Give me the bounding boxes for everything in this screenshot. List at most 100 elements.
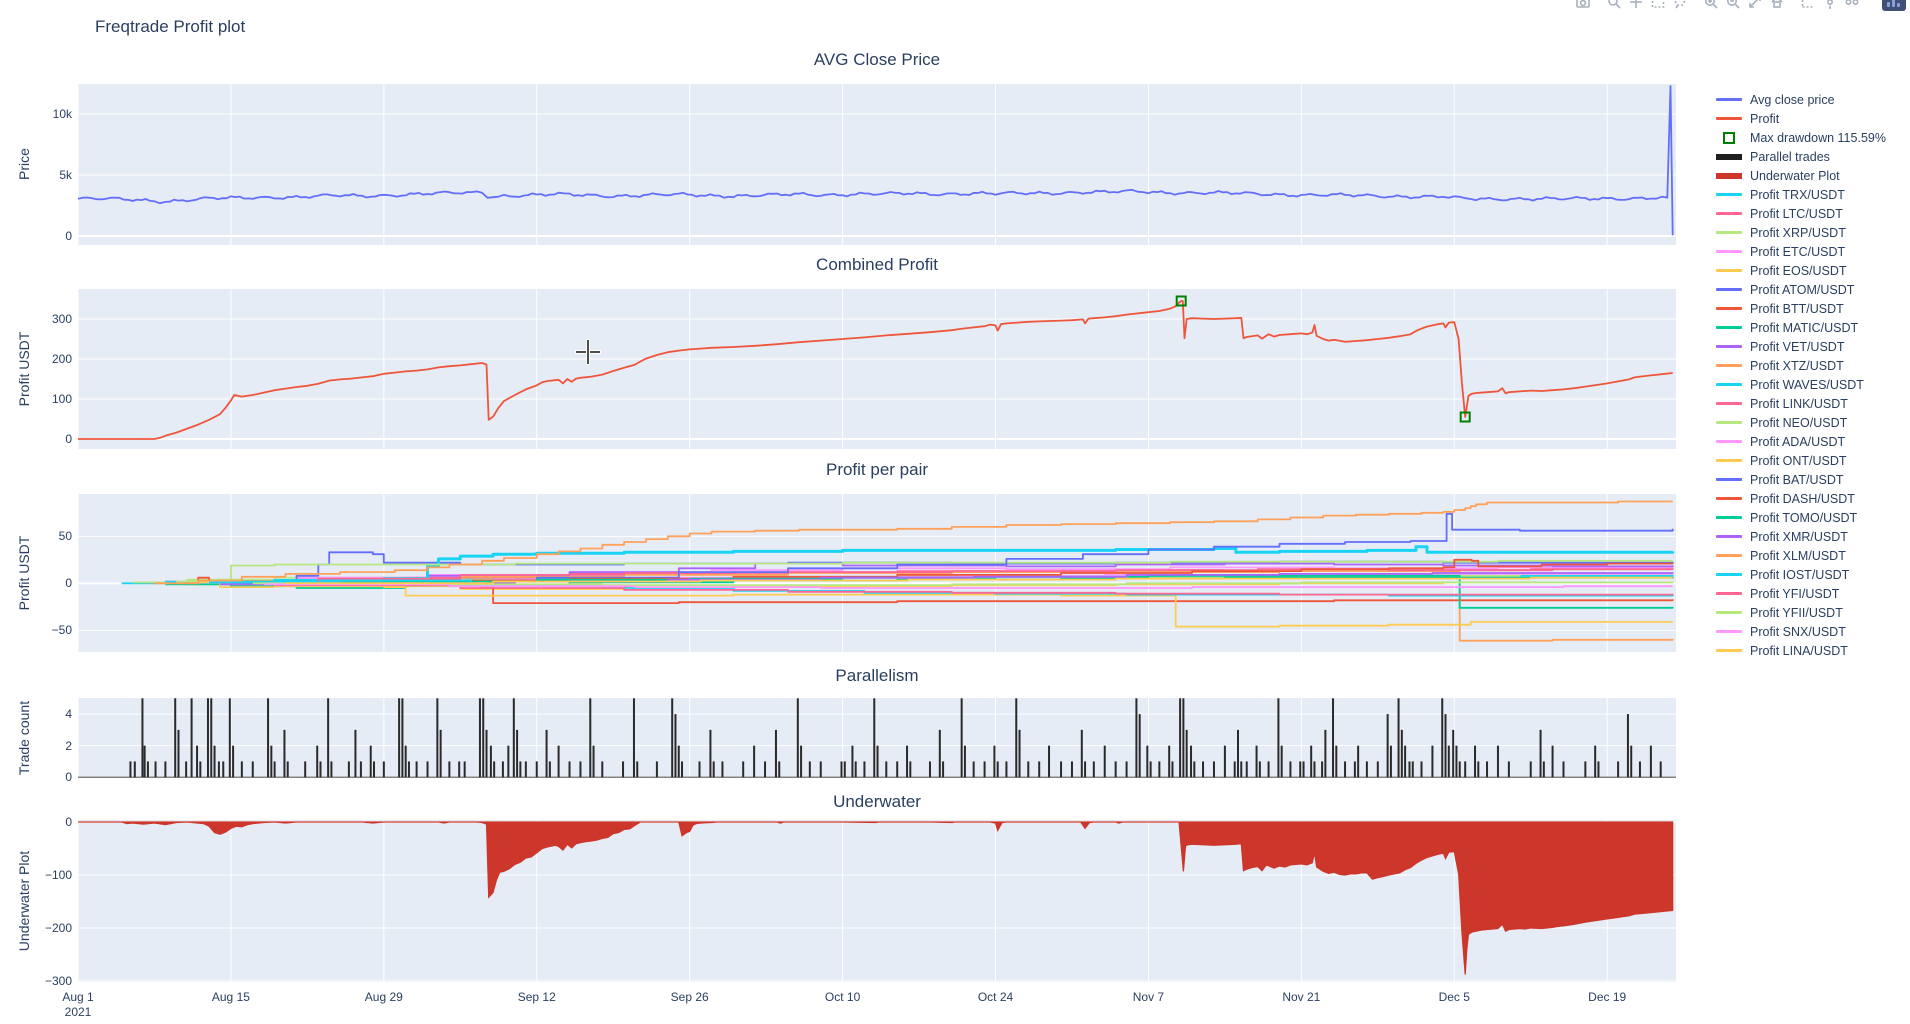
- autoscale-icon[interactable]: [1744, 0, 1766, 13]
- legend-line-icon: [1716, 440, 1742, 443]
- legend-swatch: [1716, 231, 1742, 234]
- legend-label: Profit SNX/USDT: [1750, 624, 1846, 639]
- legend-swatch: [1716, 383, 1742, 386]
- legend-label: Profit VET/USDT: [1750, 339, 1845, 354]
- legend-label: Profit LINA/USDT: [1750, 643, 1848, 658]
- legend-label: Profit WAVES/USDT: [1750, 377, 1864, 392]
- legend-label: Profit XMR/USDT: [1750, 529, 1848, 544]
- legend-label: Profit LINK/USDT: [1750, 396, 1848, 411]
- legend-line-icon: [1716, 212, 1742, 215]
- legend-line-icon: [1716, 345, 1742, 348]
- subplot-title-combined-profit: Combined Profit: [816, 255, 938, 274]
- legend-swatch: [1716, 421, 1742, 424]
- plotly-logo[interactable]: [1882, 0, 1906, 11]
- legend-item-17[interactable]: Profit NEO/USDT: [1716, 413, 1910, 432]
- legend-item-6[interactable]: Profit LTC/USDT: [1716, 204, 1910, 223]
- y-tick-label: 5k: [59, 167, 72, 182]
- x-tick-label: Oct 24: [977, 990, 1014, 1004]
- box-select-icon[interactable]: [1647, 0, 1669, 13]
- legend-item-18[interactable]: Profit ADA/USDT: [1716, 432, 1910, 451]
- zoom-in-icon[interactable]: [1700, 0, 1722, 13]
- x-tick-label: Nov 7: [1132, 990, 1165, 1004]
- legend-item-29[interactable]: Profit LINA/USDT: [1716, 641, 1910, 660]
- parallelism-canvas: [78, 698, 1676, 778]
- x-tick-label: Sep 12: [517, 990, 556, 1004]
- legend-label: Profit EOS/USDT: [1750, 263, 1847, 278]
- modebar: [1572, 0, 1906, 13]
- legend-item-20[interactable]: Profit BAT/USDT: [1716, 470, 1910, 489]
- legend-swatch: [1716, 535, 1742, 538]
- spikelines-icon[interactable]: [1797, 0, 1819, 13]
- camera-icon[interactable]: [1572, 0, 1594, 13]
- legend-item-7[interactable]: Profit XRP/USDT: [1716, 223, 1910, 242]
- legend-item-4[interactable]: Underwater Plot: [1716, 166, 1910, 185]
- legend-line-icon: [1716, 269, 1742, 272]
- legend-item-1[interactable]: Profit: [1716, 109, 1910, 128]
- legend-line-icon: [1716, 611, 1742, 614]
- x-tick-label: Aug 15: [211, 990, 250, 1004]
- legend-item-3[interactable]: Parallel trades: [1716, 147, 1910, 166]
- legend-line-icon: [1716, 98, 1742, 101]
- lasso-icon[interactable]: [1669, 0, 1691, 13]
- y-tick-label: 2: [65, 738, 72, 753]
- legend-item-15[interactable]: Profit WAVES/USDT: [1716, 375, 1910, 394]
- legend-swatch: [1716, 193, 1742, 196]
- subplot-title-parallelism: Parallelism: [835, 666, 919, 685]
- legend-line-icon: [1716, 153, 1742, 160]
- legend-label: Profit YFI/USDT: [1750, 586, 1840, 601]
- y-axis-title-underwater-plot: Underwater Plot: [16, 850, 32, 952]
- legend-line-icon: [1716, 326, 1742, 329]
- legend-label: Profit YFII/USDT: [1750, 605, 1843, 620]
- legend-label: Profit ADA/USDT: [1750, 434, 1846, 449]
- pan-icon[interactable]: [1625, 0, 1647, 13]
- legend-label: Profit ONT/USDT: [1750, 453, 1847, 468]
- legend-label: Parallel trades: [1750, 149, 1830, 164]
- legend-item-22[interactable]: Profit TOMO/USDT: [1716, 508, 1910, 527]
- legend-item-23[interactable]: Profit XMR/USDT: [1716, 527, 1910, 546]
- hover-closest-icon[interactable]: [1819, 0, 1841, 13]
- legend-item-12[interactable]: Profit MATIC/USDT: [1716, 318, 1910, 337]
- legend-line-icon: [1716, 307, 1742, 310]
- zoom-icon[interactable]: [1603, 0, 1625, 13]
- legend-line-icon: [1716, 554, 1742, 557]
- combined-profit-plot-area[interactable]: [78, 289, 1676, 449]
- legend-label: Profit DASH/USDT: [1750, 491, 1855, 506]
- y-tick-label: 0: [65, 432, 72, 446]
- legend-item-14[interactable]: Profit XTZ/USDT: [1716, 356, 1910, 375]
- legend-swatch: [1716, 269, 1742, 272]
- legend-item-26[interactable]: Profit YFI/USDT: [1716, 584, 1910, 603]
- legend-item-28[interactable]: Profit SNX/USDT: [1716, 622, 1910, 641]
- legend-item-0[interactable]: Avg close price: [1716, 90, 1910, 109]
- legend-label: Profit LTC/USDT: [1750, 206, 1843, 221]
- legend-line-icon: [1716, 383, 1742, 386]
- legend-item-24[interactable]: Profit XLM/USDT: [1716, 546, 1910, 565]
- legend-line-icon: [1716, 592, 1742, 595]
- legend-item-21[interactable]: Profit DASH/USDT: [1716, 489, 1910, 508]
- legend-item-8[interactable]: Profit ETC/USDT: [1716, 242, 1910, 261]
- x-tick-label: Dec 19: [1588, 990, 1627, 1004]
- legend-item-10[interactable]: Profit ATOM/USDT: [1716, 280, 1910, 299]
- y-tick-label: 50: [58, 529, 72, 544]
- legend-label: Max drawdown 115.59%: [1750, 130, 1886, 145]
- legend-line-icon: [1716, 630, 1742, 633]
- legend-item-11[interactable]: Profit BTT/USDT: [1716, 299, 1910, 318]
- legend-item-13[interactable]: Profit VET/USDT: [1716, 337, 1910, 356]
- legend-swatch: [1716, 630, 1742, 633]
- legend-item-16[interactable]: Profit LINK/USDT: [1716, 394, 1910, 413]
- legend-label: Profit ETC/USDT: [1750, 244, 1846, 259]
- zoom-out-icon[interactable]: [1722, 0, 1744, 13]
- legend-item-2[interactable]: Max drawdown 115.59%: [1716, 128, 1910, 147]
- legend-line-icon: [1716, 231, 1742, 234]
- hover-compare-icon[interactable]: [1841, 0, 1863, 13]
- legend-item-19[interactable]: Profit ONT/USDT: [1716, 451, 1910, 470]
- avg-close-price-plot-area[interactable]: [78, 84, 1676, 245]
- reset-axes-icon[interactable]: [1766, 0, 1788, 13]
- legend-item-27[interactable]: Profit YFII/USDT: [1716, 603, 1910, 622]
- legend-item-25[interactable]: Profit IOST/USDT: [1716, 565, 1910, 584]
- legend-swatch: [1716, 131, 1742, 144]
- legend-item-9[interactable]: Profit EOS/USDT: [1716, 261, 1910, 280]
- legend-label: Profit TOMO/USDT: [1750, 510, 1858, 525]
- legend-item-5[interactable]: Profit TRX/USDT: [1716, 185, 1910, 204]
- legend-label: Profit XLM/USDT: [1750, 548, 1846, 563]
